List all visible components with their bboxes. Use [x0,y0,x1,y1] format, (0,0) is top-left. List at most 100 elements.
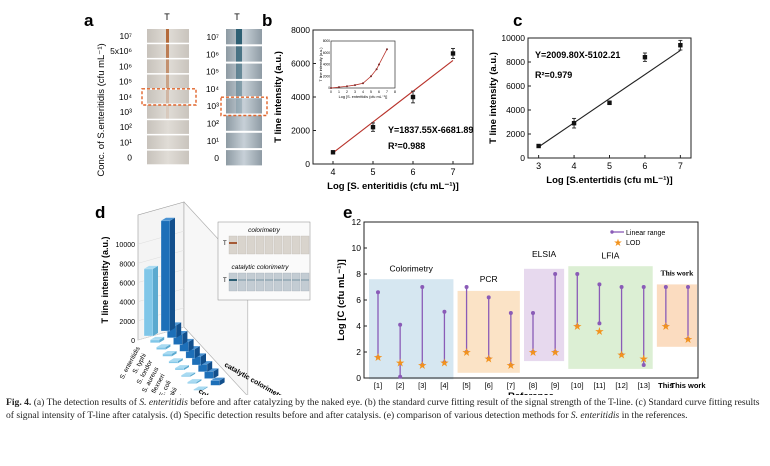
range-high-dot-7 [531,311,535,315]
panel-e-label: e [343,203,352,222]
inset-x-tick-label-5: 5 [370,90,372,94]
strip-left-4 [147,89,189,104]
lod-star-9: ★ [572,321,582,333]
inset-strip-top-2 [246,235,256,255]
range-low-dot-3 [442,360,447,365]
inset-x-tick-label-2: 2 [346,90,348,94]
y-tick-label-4: 8 [356,269,361,279]
x-tick-label-2: 5 [607,161,612,171]
right-strip-labels: 10⁷ 10⁶ 10⁵ 10⁴ 10³ 10² 10¹ 0 [206,32,219,163]
x-tick-label-3: 6 [642,161,647,171]
y-tick-label-1: 2 [356,347,361,357]
inset-x-tick-label-4: 4 [362,90,364,94]
inset-strip-bottom-6 [282,272,292,292]
inset-y-tick-label-4: 8000 [323,39,330,43]
strip-label-left-4: 10⁴ [119,92,132,102]
inset-tline-bottom-0 [229,279,237,281]
range-high-dot-0 [376,290,380,295]
bar-0-5 [174,367,185,371]
x-tick-label-0: 4 [330,167,335,177]
t-line-right-0 [236,29,242,45]
lod-star-10: ★ [594,326,604,338]
x-tick-label-1: [2] [396,381,404,390]
inset-x-label: Log [S. enteritidis (cfu mL⁻¹)] [339,95,388,99]
legend-lod-star: ★ [614,238,623,249]
bar-1-6 [198,363,208,372]
chart-c: 3 4 5 6 7 0 2000 4000 6000 8000 10000 Log [S.entert… [488,33,692,186]
fit-equation: Y=1837.55X-6681.89 [388,125,473,135]
inset-strip-top-6 [282,235,292,255]
data-point-3 [450,51,456,56]
chart-b: 4 5 6 7 0 2000 4000 6000 8000 Log [S. enteritidis… [273,25,474,192]
panel-a-ylabel: Conc. of S.enteritidis (cfu mL⁻¹) [96,43,107,176]
y-tick-label-3: 6000 [506,81,525,91]
bar-side-0-4 [177,358,183,364]
y-tick-label-1: 2000 [291,126,310,136]
lod-star-11: ★ [617,350,627,362]
x-tick-label-6: [7] [507,381,515,390]
inset-tline-bottom-4 [265,279,273,281]
panel-e: e Colorimetry PCR ELSIA LFIA This work 0 2 4 6 8 1… [336,203,706,395]
t-line-left-4 [166,89,169,104]
left-strip-labels: 10⁷ 5x10⁶ 10⁶ 10⁵ 10⁴ 10³ 10² 10¹ 0 [110,31,132,163]
lod-star-4: ★ [462,347,472,359]
x-axis-label: Log [S.entertidis (cfu mL⁻¹)] [546,175,672,186]
data-point-3 [642,55,648,60]
strip-right-6 [226,132,262,149]
range-low-dot-8 [553,350,558,354]
x-tick-label-0: 3 [536,161,541,171]
bar-top-0-1 [150,336,165,340]
inset-point-6 [375,68,378,71]
bar-1-7 [204,371,214,379]
inset-y-label: T line intensity (a.u.) [319,47,323,82]
right-strips [220,29,268,166]
inset-point-8 [386,48,388,51]
chart-d: 0 2000 4000 6000 8000 10000 T line intensity (… [100,201,311,395]
highlight-box-left [141,88,197,106]
panel-b-label: b [262,11,272,30]
inset-strip-bottom-4 [264,272,274,292]
x-tick-label-7: [8] [529,381,537,390]
t-line-left-0 [166,29,169,43]
range-high-dot-8 [553,272,558,276]
group-label-1: PCR [480,274,498,284]
range-high-dot-10 [597,282,602,287]
bar-side-1-8 [219,377,225,386]
strip-left-3 [147,74,189,89]
fit-equation: Y=2009.80X-5102.21 [535,50,620,60]
inset-point-0 [330,87,332,89]
y-tick-label-3: 6000 [291,59,310,69]
bar-top-1-0 [161,217,175,221]
z-tick-label-4: 8000 [119,261,135,268]
inset-strip-top-4 [264,235,274,255]
inset-strip-bottom-8 [300,272,310,292]
inset-point-3 [354,84,356,87]
x-tick-label-3: 7 [450,167,455,177]
range-high-dot-1 [398,322,403,327]
z-tick-label-5: 10000 [116,242,136,249]
inset-y-tick-label-0: 0 [328,86,330,90]
caption-fig-label: Fig. 4. [6,397,32,408]
bar-side-1-3 [188,338,194,352]
figure: a Conc. of S.enteritidis (cfu mL⁻¹) T T … [84,11,706,395]
bar-side-0-2 [165,344,171,350]
lod-star-7: ★ [528,347,538,359]
range-low-dot-0 [376,355,380,360]
strip-left-6 [147,120,189,134]
fit-r-squared: R²=0.979 [535,70,572,80]
inset-tline-bottom-2 [247,279,255,281]
legend-lod: LOD [626,240,640,247]
range-low-dot-4 [464,350,469,354]
bar-side-0-1 [159,336,165,343]
panel-d: d 0 2000 4000 6000 8000 10000 T line intensity… [95,201,311,395]
range-low-dot-11 [619,352,624,357]
bar-top-0-5 [175,365,189,369]
legend-line-dot [610,230,614,234]
x-tick-label-4: 7 [678,161,683,171]
inset-title-catalytic: catalytic colorimetry [231,264,289,271]
x-tick-label-11: [12] [615,381,628,390]
inset-strip-top-7 [291,235,301,255]
y-tick-label-2: 4000 [506,105,525,115]
bar-side-1-2 [182,331,188,345]
range-low-dot-2 [420,363,425,367]
